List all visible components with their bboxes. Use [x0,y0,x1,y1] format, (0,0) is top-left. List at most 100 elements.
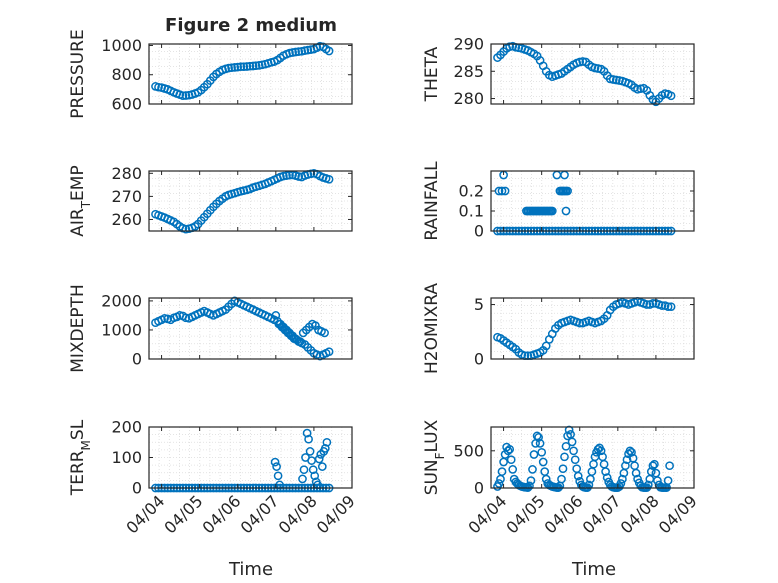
data-point [648,299,658,308]
data-point [497,467,507,476]
data-point [500,186,510,196]
data-point [569,446,578,456]
y-tick-label: 0 [474,350,484,369]
y-tick-label: 200 [111,418,142,437]
y-axis-label: PRESSURE [68,29,88,118]
series [151,296,334,361]
data-point [305,447,315,456]
y-tick-label: 0.2 [459,182,484,201]
data-point [324,174,334,184]
y-tick-label: 2000 [101,291,142,310]
data-point [575,57,585,67]
subplot-h2omixra: 0 5 H2OMIXRA [422,283,695,374]
data-point [494,186,504,196]
data-point [181,91,191,100]
subplot-pressure: 600 800 1000 PRESSURE [68,29,353,119]
data-point [602,473,612,482]
series [493,41,676,107]
grid [491,44,694,104]
x-axis-label-left: Time [228,559,273,580]
data-point [627,447,636,457]
data-point [298,474,307,484]
axes-box [490,170,695,232]
y-tick-label: 800 [111,65,142,84]
data-point [497,186,507,196]
data-point [653,476,662,485]
axes-box [490,426,695,489]
data-point [508,465,518,474]
series [493,296,676,361]
data-point [663,302,673,312]
data-point [526,476,536,485]
data-point [494,479,504,488]
data-point [282,171,291,180]
data-point [584,480,594,490]
subplot-theta: 280 285 290 THETA [422,35,695,108]
data-point [537,447,547,457]
axes-box [148,43,353,105]
y-tick-label: 5 [474,295,484,314]
data-point [650,459,659,469]
y-tick-label: 500 [453,441,484,460]
data-point [239,62,249,72]
data-point [528,465,537,474]
data-point [279,171,288,181]
y-tick-label: 280 [111,164,142,183]
y-axis-label: RAINFALL [422,161,442,241]
data-point [625,446,635,456]
data-point [233,62,243,72]
data-point [663,476,673,485]
series [493,425,674,492]
y-tick-label: 600 [111,95,142,114]
data-point [547,206,557,216]
y-axis-label: MIXDEPTH [68,284,88,373]
y-axis-label: SUNFLUX [422,419,447,495]
y-tick-label: 0 [132,479,142,498]
grid [149,427,352,488]
data-point [272,462,281,471]
data-point [230,63,240,72]
data-point [242,62,252,71]
y-axis-label: AIRTEMP [68,165,93,236]
axes-box [148,297,353,360]
data-point [505,444,515,454]
data-point [154,82,163,92]
grid [491,171,694,231]
y-tick-label: 0 [474,479,484,498]
data-point [567,437,577,447]
data-point [181,313,191,323]
data-point [304,434,313,444]
data-point [622,455,632,465]
y-tick-label: 260 [111,210,142,229]
data-point [273,471,283,481]
y-tick-label: 1000 [101,320,142,339]
data-point [666,91,676,101]
data-point [529,450,539,459]
subplot-mixdepth: 0 1000 2000 MIXDEPTH [68,284,353,373]
data-point [621,461,630,471]
data-point [270,457,280,467]
data-point [251,61,261,71]
data-point [616,479,626,488]
data-point [618,474,627,484]
data-point [506,455,516,465]
data-point [227,63,236,73]
subplot-rainfall: 00.10.2 RAINFALL [422,161,695,241]
data-point [646,467,656,476]
data-point [570,455,580,465]
data-point [310,471,320,481]
data-point [314,454,324,464]
data-point [303,45,313,55]
data-point [178,91,188,101]
data-point [538,457,548,467]
data-point [245,61,255,71]
data-point [601,467,610,476]
grid [491,427,694,488]
y-tick-label: 270 [111,187,142,206]
data-point [557,474,566,484]
data-point [643,480,653,490]
data-point [575,318,585,328]
data-point [181,224,191,234]
y-tick-label: 0 [474,222,484,241]
